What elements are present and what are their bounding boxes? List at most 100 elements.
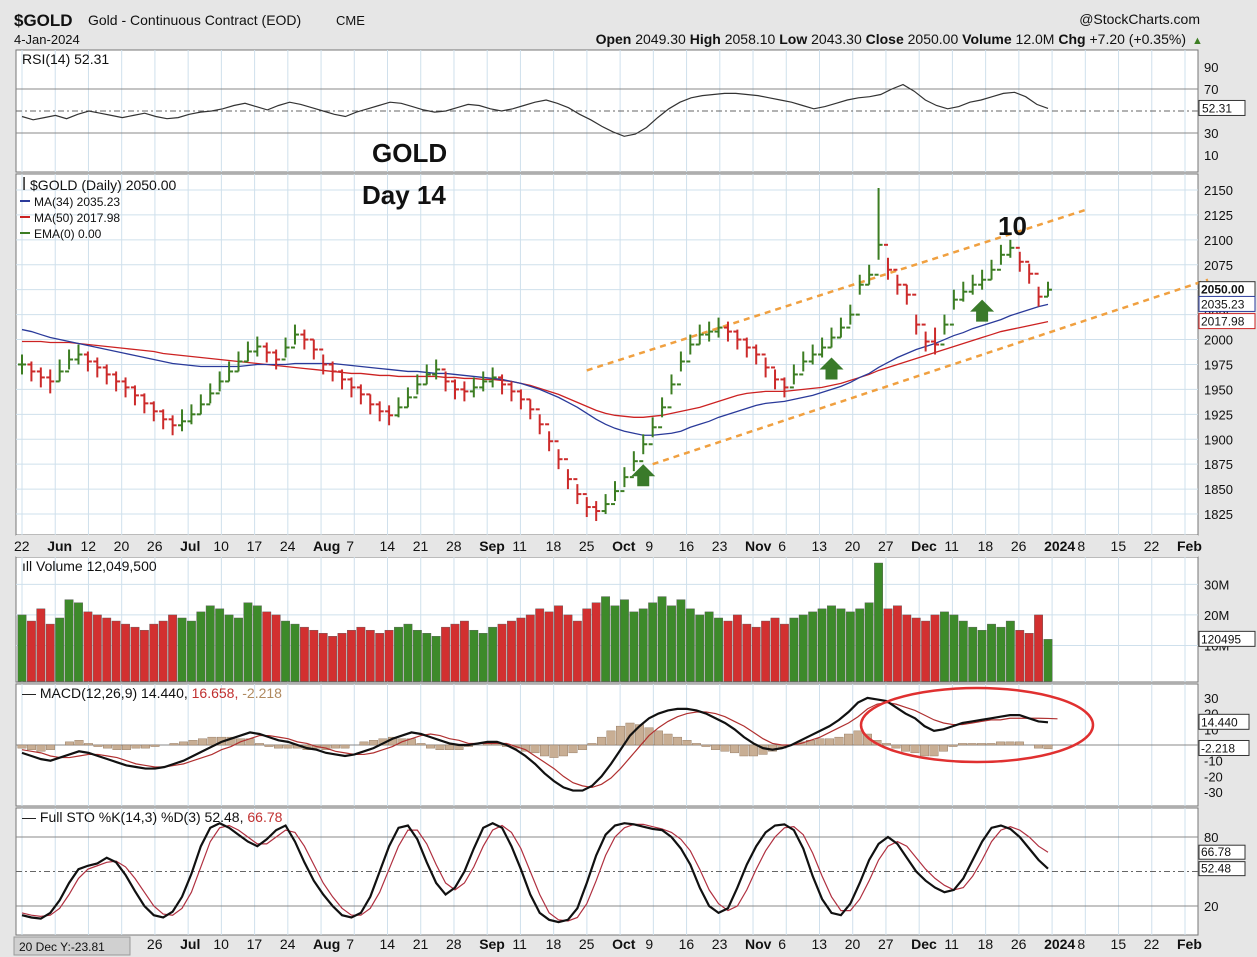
macd-histogram-bar: [65, 741, 74, 746]
price-bar-up: [620, 467, 629, 493]
exchange-label: CME: [336, 13, 365, 28]
x-tick-label: 10: [213, 936, 229, 952]
x-tick-label: Jul: [180, 936, 200, 952]
price-bar-up: [987, 259, 996, 281]
macd-histogram-bar: [673, 736, 682, 746]
volume-bar: [177, 617, 187, 682]
macd-histogram-bar: [445, 744, 454, 750]
x-tick-label: Dec: [911, 936, 937, 952]
volume-bar: [497, 623, 507, 682]
price-bar-up: [432, 359, 441, 380]
price-y-tick: 2125: [1204, 208, 1233, 223]
volume-bar: [441, 626, 450, 682]
volume-bar: [940, 611, 949, 682]
price-panel[interactable]: 2150212521002075205020252000197519501925…: [16, 177, 1256, 522]
price-bar-down: [723, 321, 732, 342]
price-bar-up: [874, 187, 883, 276]
volume-bar: [723, 620, 733, 682]
volume-bar: [732, 614, 742, 682]
price-bar-down: [893, 268, 902, 295]
volume-bar: [234, 617, 243, 682]
price-tag: 2050.00: [1201, 283, 1245, 297]
price-bar-up: [789, 364, 798, 389]
macd-tag: -2.218: [1201, 741, 1235, 755]
sto-tag-box: [1198, 844, 1246, 860]
ohlc-part: Close: [862, 31, 904, 47]
volume-tag-box: [1198, 630, 1256, 647]
macd-histogram-bar: [606, 730, 616, 746]
price-y-tick: 1825: [1204, 507, 1233, 522]
macd-histogram-bar: [958, 743, 967, 746]
price-bar-down: [102, 364, 111, 385]
ohlc-part: Chg: [1054, 31, 1085, 47]
price-bar-up: [968, 274, 977, 295]
volume-bar: [629, 611, 639, 682]
macd-histogram-bar: [635, 724, 644, 746]
volume-bar: [55, 617, 65, 682]
macd-histogram-bar: [882, 743, 891, 746]
volume-bar: [808, 611, 818, 682]
macd-histogram-bar: [549, 744, 559, 758]
price-bar-down: [262, 342, 271, 363]
macd-histogram-bar: [929, 744, 939, 757]
price-y-tick: 1925: [1204, 407, 1233, 422]
crosshair-readout-box: [13, 936, 131, 956]
macd-histogram-bar: [84, 743, 93, 746]
x-tick-label: Jul: [180, 538, 200, 554]
volume-bar: [827, 605, 836, 682]
macd-panel[interactable]: 3020100-10-20-30— MACD(12,26,9) 14.440, …: [16, 685, 1250, 800]
macd-histogram-bar: [131, 744, 141, 749]
price-bar-down: [140, 393, 149, 414]
volume-bar: [36, 608, 46, 682]
ohlc-part: Low: [775, 31, 807, 47]
volume-bar: [695, 614, 705, 682]
price-bar-down: [921, 323, 930, 352]
x-tick-label: 11: [512, 538, 527, 554]
volume-bar: [949, 614, 959, 682]
macd-histogram-bar: [150, 744, 160, 747]
price-bar-up: [676, 351, 685, 386]
price-bar-down: [319, 348, 328, 375]
macd-histogram-bar: [977, 743, 986, 746]
price-bar-up: [648, 417, 657, 446]
x-tick-label: 11: [944, 538, 959, 554]
macd-histogram-bar: [711, 744, 720, 750]
macd-highlight-ellipse: [859, 686, 1095, 764]
macd-histogram-bar: [122, 744, 131, 750]
price-bar-up: [799, 351, 808, 376]
x-tick-label: 20: [845, 538, 861, 554]
stochastic-panel[interactable]: 80 20 — Full STO %K(14,3) %D(3) 52.48, 66.…: [16, 809, 1246, 924]
price-tag: 2035.23: [1201, 297, 1245, 311]
price-bar-up: [403, 387, 412, 409]
x-tick-label: 27: [878, 538, 894, 554]
x-tick-label: 2024: [1044, 538, 1075, 554]
volume-bar: [836, 608, 846, 682]
volume-bar: [139, 629, 149, 682]
price-bar-up: [705, 321, 714, 342]
volume-bar: [92, 614, 102, 682]
price-bar-up: [629, 451, 638, 479]
volume-bar: [337, 633, 347, 682]
price-bar-down: [450, 379, 459, 400]
x-tick-label: 15: [1111, 936, 1127, 952]
price-bar-up: [940, 314, 949, 346]
macd-histogram-bar: [663, 733, 673, 746]
volume-y-tick: 20M: [1204, 608, 1229, 623]
macd-histogram-bar: [17, 744, 27, 749]
macd-histogram-bar: [967, 743, 977, 746]
x-tick-label: 24: [280, 936, 296, 952]
price-bar-up: [836, 317, 845, 339]
x-tick-label: Aug: [313, 538, 340, 554]
macd-histogram-bar: [74, 740, 84, 746]
brand-logo[interactable]: @StockCharts.com: [1079, 11, 1200, 27]
x-tick-label: 11: [512, 936, 527, 952]
price-bar-down: [780, 377, 789, 398]
volume-bar: [667, 605, 676, 682]
volume-bar: [450, 623, 460, 682]
macd-histogram-bar: [901, 744, 910, 752]
volume-bar: [704, 611, 714, 682]
x-tick-label: 10: [213, 538, 229, 554]
ten-annotation: 10: [998, 211, 1027, 241]
